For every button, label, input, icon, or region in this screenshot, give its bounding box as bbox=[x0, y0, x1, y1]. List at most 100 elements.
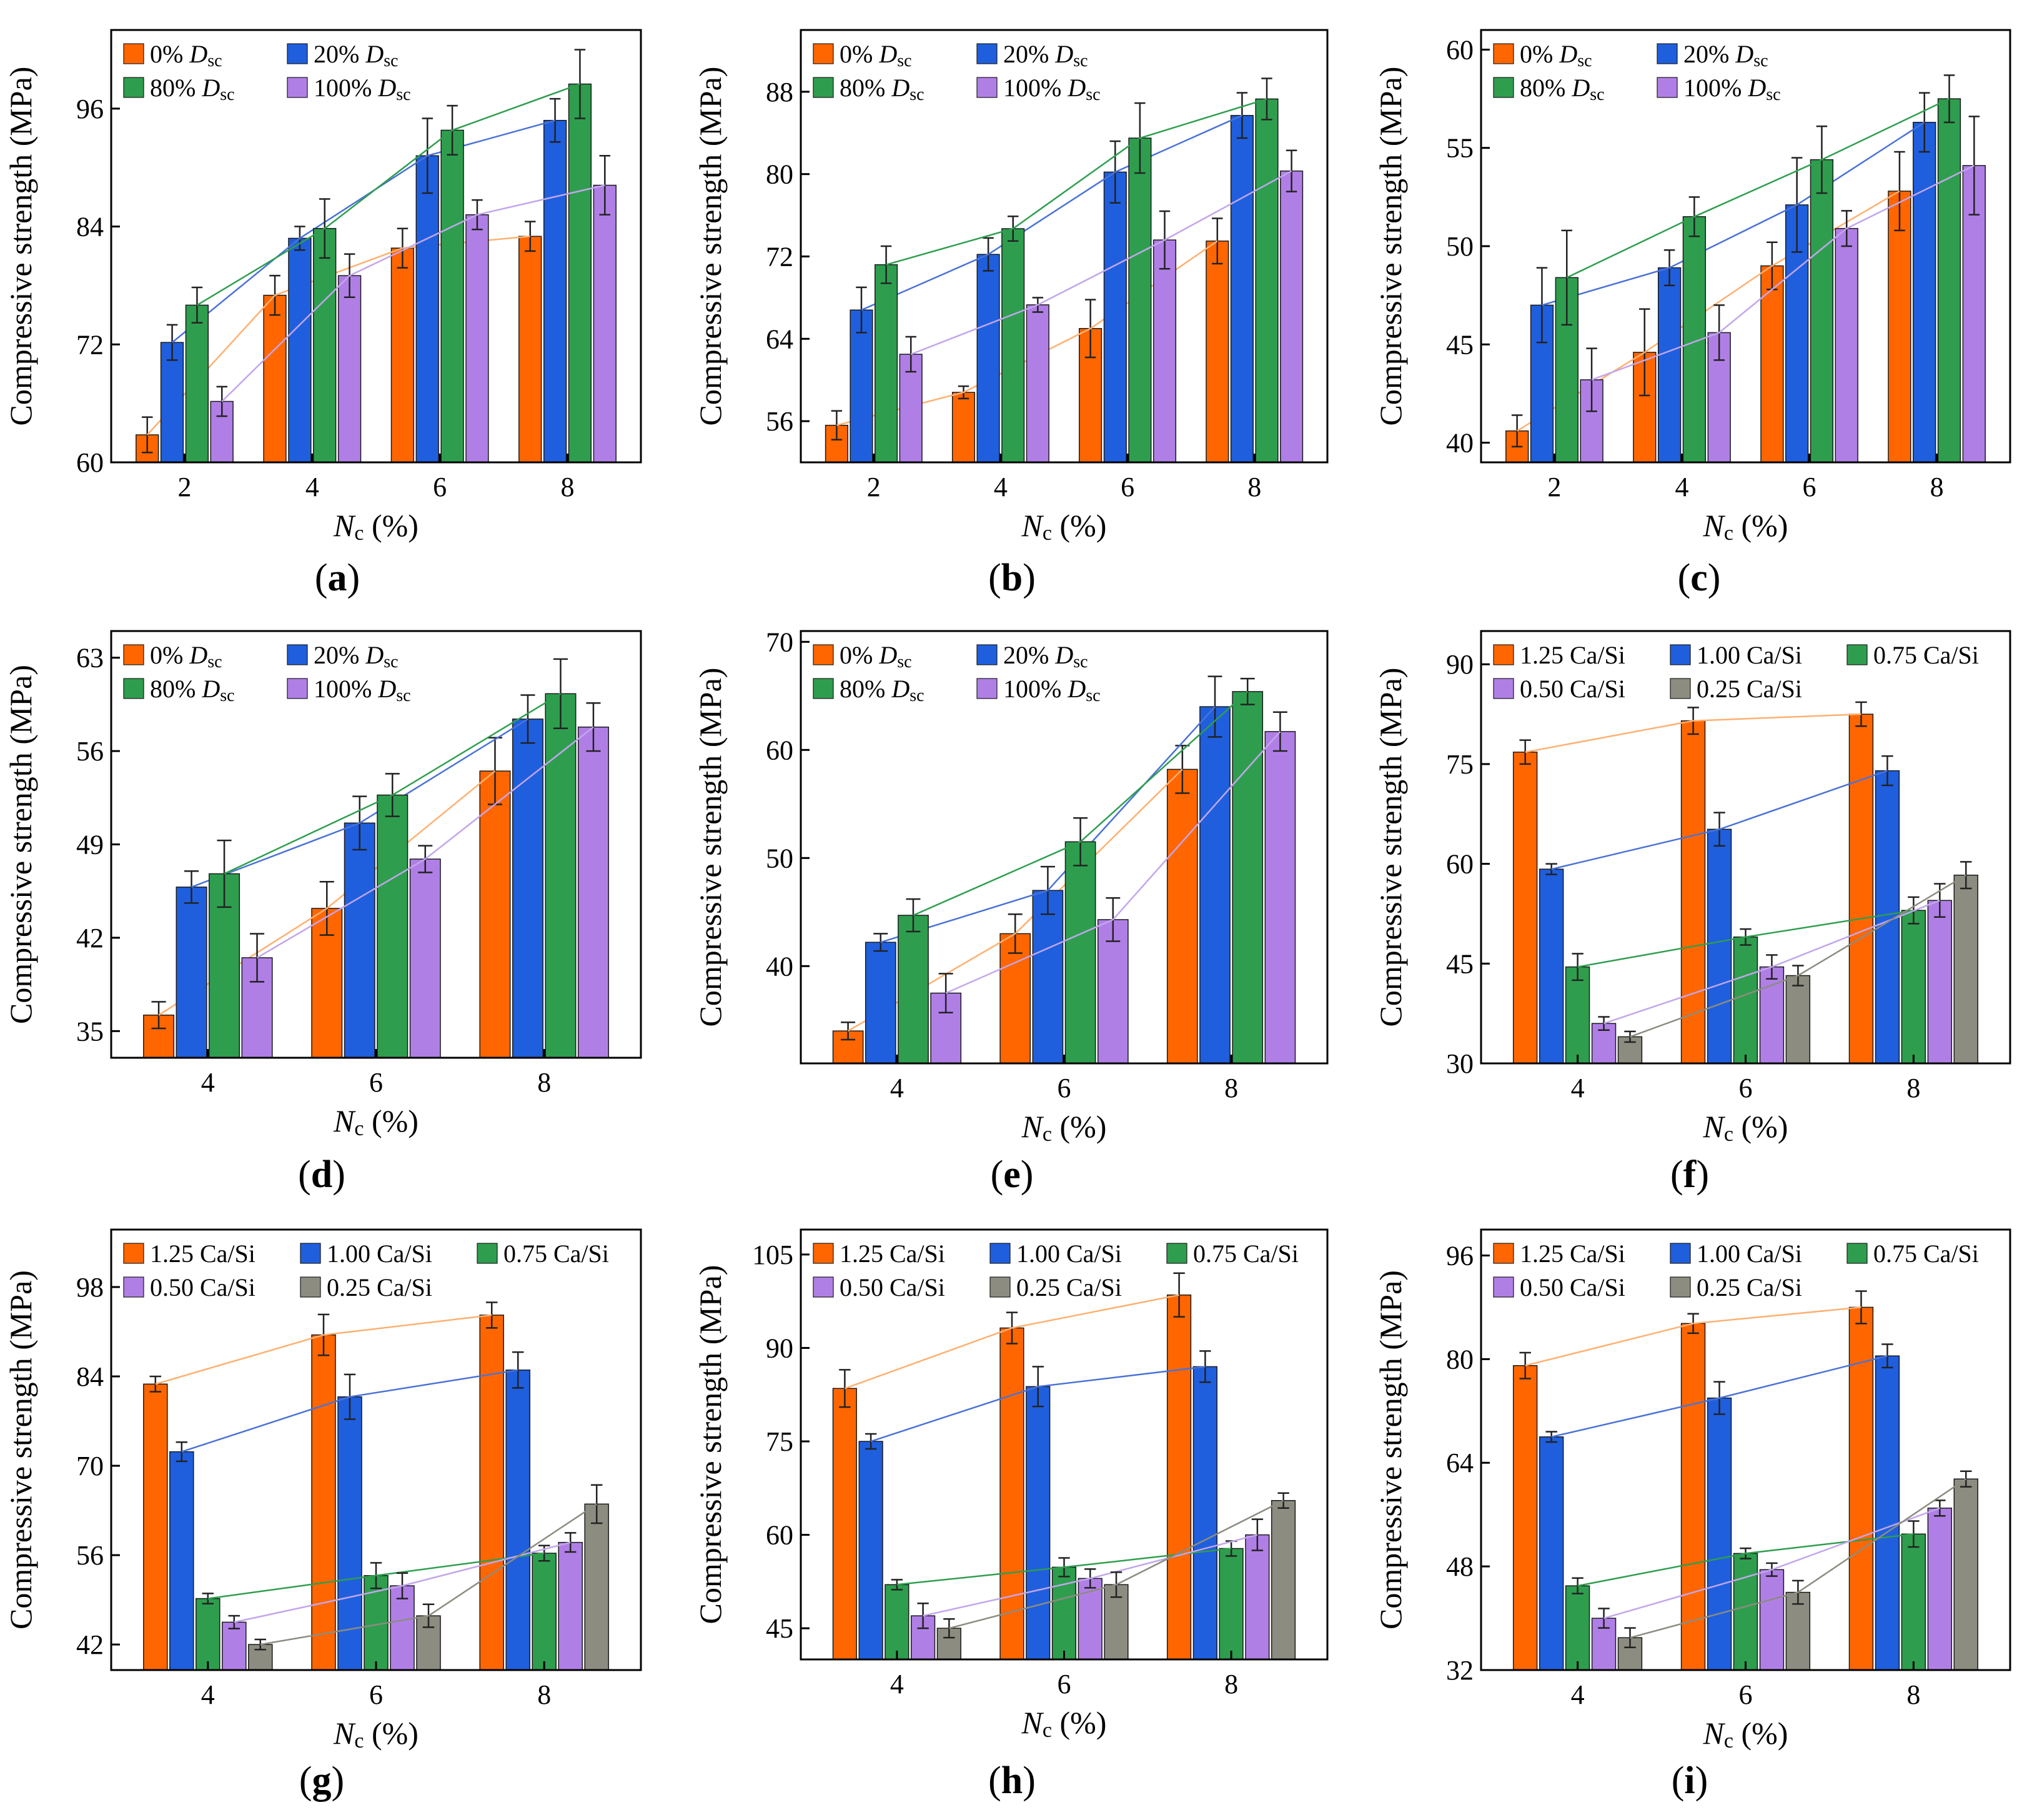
legend-item-0: 0% Dsc bbox=[813, 40, 912, 71]
legend-swatch bbox=[1166, 1243, 1187, 1264]
chart-panel-h: 45 60 75 90 105 4 6 8 Nc (%) Compressive strength… bbox=[693, 1228, 1329, 1802]
y-axis-label: Compressive strength (MPa) bbox=[1373, 67, 1408, 426]
y-tick-label: 80 bbox=[1446, 1344, 1474, 1375]
y-tick-label: 75 bbox=[766, 1426, 793, 1457]
legend-label: 80% Dsc bbox=[840, 675, 924, 705]
bar bbox=[858, 1441, 883, 1660]
chart-panel-d: 35 42 49 56 63 4 6 8 Nc (%) Compressive strength … bbox=[3, 630, 642, 1196]
bar bbox=[479, 770, 511, 1058]
y-tick-label: 42 bbox=[76, 923, 104, 953]
bar bbox=[1565, 1585, 1590, 1671]
legend-label: 0.50 Ca/Si bbox=[1520, 1273, 1625, 1301]
y-tick-label: 60 bbox=[766, 1520, 793, 1551]
bar bbox=[1707, 1397, 1732, 1671]
y-tick-label: 72 bbox=[766, 241, 793, 272]
bar bbox=[337, 1396, 362, 1671]
bar bbox=[344, 822, 375, 1058]
series-line bbox=[234, 1541, 571, 1623]
legend-swatch bbox=[1493, 678, 1514, 699]
bar bbox=[1103, 171, 1127, 463]
bar bbox=[865, 942, 896, 1064]
panel-label: (i) bbox=[1672, 1759, 1708, 1802]
x-axis-label: Nc (%) bbox=[1021, 1705, 1107, 1742]
legend-item-0: 1.25 Ca/Si bbox=[1493, 641, 1625, 669]
legend: 1.25 Ca/Si 1.00 Ca/Si 0.75 Ca/Si 0.50 Ca/Si… bbox=[813, 1240, 1299, 1301]
x-axis-label: Nc (%) bbox=[1703, 1109, 1788, 1146]
legend-item-2: 0.75 Ca/Si bbox=[1166, 1240, 1299, 1268]
legend-item-0: 0% Dsc bbox=[123, 40, 222, 71]
series-2 bbox=[1555, 74, 1961, 463]
legend-item-4: 0.25 Ca/Si bbox=[300, 1273, 432, 1301]
bar bbox=[1848, 714, 1874, 1064]
panel-label: (a) bbox=[315, 557, 360, 599]
y-tick-label: 60 bbox=[76, 447, 104, 478]
x-tick-label: 6 bbox=[1058, 1073, 1071, 1103]
bar bbox=[311, 1334, 336, 1671]
legend-label: 0.25 Ca/Si bbox=[1697, 1273, 1802, 1301]
x-axis-label: Nc (%) bbox=[1703, 508, 1788, 545]
x-axis-label: Nc (%) bbox=[333, 1716, 419, 1753]
y-axis-label: Compressive strength (MPa) bbox=[1373, 1270, 1408, 1629]
bar bbox=[1219, 1548, 1244, 1660]
y-tick-label: 88 bbox=[766, 77, 793, 107]
legend-swatch bbox=[813, 1243, 834, 1264]
y-axis-label: Compressive strength (MPa) bbox=[693, 67, 728, 426]
x-tick-label: 8 bbox=[1906, 1073, 1920, 1103]
bar bbox=[1953, 1478, 1978, 1671]
y-tick-label: 98 bbox=[76, 1272, 104, 1303]
legend: 0% Dsc 20% Dsc 80% Dsc 100% Dsc bbox=[1493, 40, 1781, 104]
series-2 bbox=[196, 1544, 557, 1671]
legend-label: 80% Dsc bbox=[840, 74, 924, 104]
legend-item-3: 0.50 Ca/Si bbox=[1493, 1273, 1625, 1301]
legend: 0% Dsc 20% Dsc 80% Dsc 100% Dsc bbox=[813, 40, 1101, 104]
series-line bbox=[913, 690, 1249, 917]
series-line bbox=[181, 1369, 518, 1453]
bar bbox=[1001, 228, 1025, 463]
bar bbox=[593, 184, 617, 463]
legend-swatch bbox=[300, 1243, 321, 1264]
x-axis-label: Nc (%) bbox=[1703, 1716, 1788, 1753]
y-tick-label: 90 bbox=[1446, 649, 1474, 680]
series-0 bbox=[143, 737, 511, 1058]
legend-label: 20% Dsc bbox=[1003, 641, 1088, 672]
y-tick-label: 48 bbox=[1446, 1551, 1474, 1582]
series-line bbox=[923, 1534, 1258, 1617]
series-line bbox=[224, 693, 562, 875]
bar bbox=[1271, 1499, 1296, 1660]
legend-label: 1.25 Ca/Si bbox=[150, 1240, 255, 1268]
series-2 bbox=[209, 658, 577, 1058]
series-2 bbox=[1565, 1520, 1926, 1671]
series-line bbox=[1525, 1306, 1861, 1366]
legend-swatch bbox=[1657, 77, 1678, 98]
y-tick-label: 90 bbox=[766, 1333, 793, 1363]
y-axis-label: Compressive strength (MPa) bbox=[693, 1265, 728, 1624]
legend-swatch bbox=[1670, 1276, 1691, 1298]
series-line bbox=[191, 718, 528, 888]
bar bbox=[390, 1585, 415, 1671]
bar bbox=[832, 1388, 857, 1660]
series-line bbox=[1577, 909, 1914, 968]
x-tick-label: 4 bbox=[201, 1067, 215, 1098]
x-tick-label: 8 bbox=[1224, 1073, 1238, 1103]
series-1 bbox=[1539, 1343, 1900, 1671]
y-tick-label: 30 bbox=[1446, 1048, 1474, 1079]
bar bbox=[176, 887, 207, 1058]
x-tick-label: 8 bbox=[1930, 472, 1944, 502]
legend-label: 0% Dsc bbox=[840, 40, 912, 71]
legend-swatch bbox=[287, 43, 308, 64]
legend-swatch bbox=[976, 678, 998, 699]
x-tick-label: 8 bbox=[537, 1067, 551, 1098]
series-3 bbox=[241, 702, 609, 1058]
legend-swatch bbox=[123, 77, 144, 98]
series-2 bbox=[185, 49, 592, 463]
legend-swatch bbox=[813, 644, 834, 665]
x-tick-label: 6 bbox=[1121, 472, 1134, 502]
chart-panel-g: 42 56 70 84 98 4 6 8 Nc (%) Compressive strength … bbox=[3, 1228, 642, 1802]
y-tick-label: 50 bbox=[766, 843, 793, 873]
y-tick-label: 105 bbox=[752, 1240, 793, 1270]
bar bbox=[568, 83, 592, 463]
chart-panel-e: 40 50 60 70 4 6 8 Nc (%) Compressive strength (M… bbox=[693, 627, 1329, 1196]
bar bbox=[1232, 691, 1264, 1064]
legend-label: 0.25 Ca/Si bbox=[1016, 1273, 1122, 1301]
y-tick-label: 45 bbox=[1446, 948, 1474, 979]
